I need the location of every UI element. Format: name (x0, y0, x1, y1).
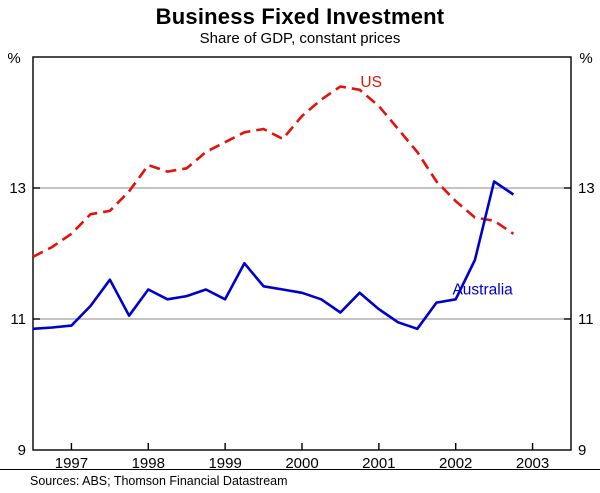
y-axis-label-right-13: 13 (578, 180, 595, 197)
x-axis-label-1997: 1997 (55, 455, 88, 472)
y-axis-label-left-9: 9 (18, 442, 26, 459)
series-label-us: US (360, 74, 382, 91)
x-axis-label-2000: 2000 (285, 455, 318, 472)
source-note: Sources: ABS; Thomson Financial Datastre… (30, 474, 288, 488)
y-axis-label-right-9: 9 (578, 442, 586, 459)
chart-title: Business Fixed Investment (155, 4, 445, 29)
chart-footer-rule: Sources: ABS; Thomson Financial Datastre… (0, 469, 600, 488)
x-axis-label-1998: 1998 (132, 455, 165, 472)
y-axis-label-left-13: 13 (9, 180, 26, 197)
chart-canvas: 9 9 11 11 13 13% % 1997 1998 1999 2000 2001 2002 2003… (7, 50, 595, 472)
series-label-australia: Australia (452, 282, 513, 299)
y-axis-label-left-11: 11 (10, 311, 26, 328)
x-axis-label-2003: 2003 (516, 455, 549, 472)
y-axis-label-right-11: 11 (578, 311, 594, 328)
series-line-us (32, 85, 515, 258)
chart-subtitle: Share of GDP, constant prices (199, 30, 401, 47)
x-axis-label-1999: 1999 (208, 455, 241, 472)
y-axis-unit-right: % (579, 50, 592, 67)
series-line-australia (32, 180, 515, 331)
x-axis-label-2002: 2002 (439, 455, 472, 472)
y-axis-unit-left: % (7, 50, 20, 67)
x-axis-label-2001: 2001 (362, 455, 395, 472)
